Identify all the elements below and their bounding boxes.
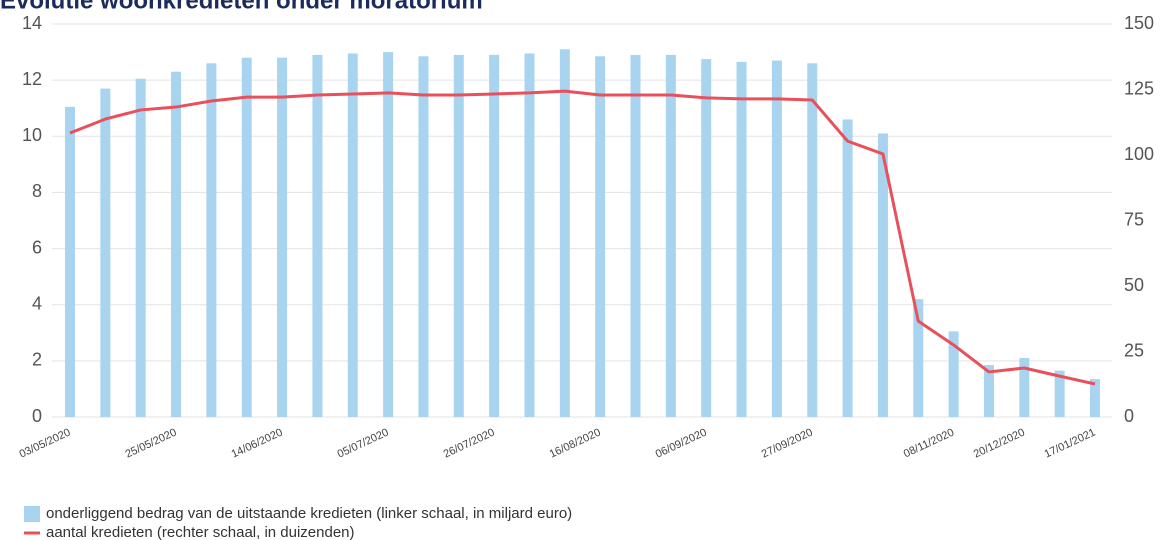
x-tick-label: 17/01/2021 <box>1043 426 1098 460</box>
y-tick-label: 12 <box>22 69 42 89</box>
bar <box>1019 358 1030 417</box>
line <box>69 89 1096 386</box>
y-tick-label: 8 <box>32 181 42 201</box>
bar <box>206 63 217 418</box>
bar <box>312 54 323 417</box>
bar <box>171 71 182 417</box>
x-tick-label: 25/05/2020 <box>124 426 179 460</box>
bar <box>842 119 853 417</box>
bar <box>913 299 924 417</box>
chart-title: Evolutie woonkredieten onder moratorium <box>0 0 483 14</box>
x-tick-label: 20/12/2020 <box>972 426 1027 460</box>
x-tick-label: 05/07/2020 <box>336 426 391 460</box>
bar <box>135 78 146 417</box>
legend-label: aantal kredieten (rechter schaal, in dui… <box>46 524 355 540</box>
bar <box>489 54 500 417</box>
y-tick-label: 14 <box>22 13 42 33</box>
x-tick-label: 16/08/2020 <box>548 426 603 460</box>
bar <box>559 49 570 418</box>
y-tick-label: 0 <box>32 406 42 426</box>
y-tick-label: 4 <box>32 293 42 313</box>
y2-tick-label: 50 <box>1124 275 1144 295</box>
x-tick-label: 14/06/2020 <box>230 426 285 460</box>
bar <box>100 88 111 418</box>
y-tick-label: 6 <box>32 237 42 257</box>
legend-swatch <box>24 506 40 522</box>
bar <box>736 61 747 418</box>
bar <box>524 53 535 417</box>
bar <box>347 53 358 417</box>
y2-tick-label: 100 <box>1124 144 1154 164</box>
bar <box>665 54 676 417</box>
bar <box>983 365 994 417</box>
y-tick-label: 10 <box>22 125 42 145</box>
bar <box>453 54 464 417</box>
bar <box>1054 370 1065 417</box>
x-tick-label: 03/05/2020 <box>18 426 73 460</box>
bar <box>65 106 75 417</box>
x-tick-label: 06/09/2020 <box>654 426 709 460</box>
x-tick-label: 26/07/2020 <box>442 426 497 460</box>
bar <box>807 63 818 418</box>
bar <box>383 52 394 417</box>
bar <box>277 57 288 417</box>
bar <box>877 133 888 417</box>
x-tick-label: 27/09/2020 <box>760 426 815 460</box>
bar <box>595 56 606 418</box>
x-tick-label: 08/11/2020 <box>902 426 956 460</box>
y2-tick-label: 75 <box>1124 209 1144 229</box>
bar <box>418 56 429 418</box>
bar <box>241 57 252 417</box>
y2-tick-label: 125 <box>1124 78 1154 98</box>
bar <box>630 54 641 417</box>
y2-tick-label: 0 <box>1124 406 1134 426</box>
bar <box>1090 379 1100 417</box>
bar <box>771 60 782 417</box>
y2-tick-label: 25 <box>1124 340 1144 360</box>
y-tick-label: 2 <box>32 350 42 370</box>
bar <box>948 331 959 417</box>
legend-label: onderliggend bedrag van de uitstaande kr… <box>46 505 572 522</box>
bar <box>701 59 712 417</box>
y2-tick-label: 150 <box>1124 13 1154 33</box>
